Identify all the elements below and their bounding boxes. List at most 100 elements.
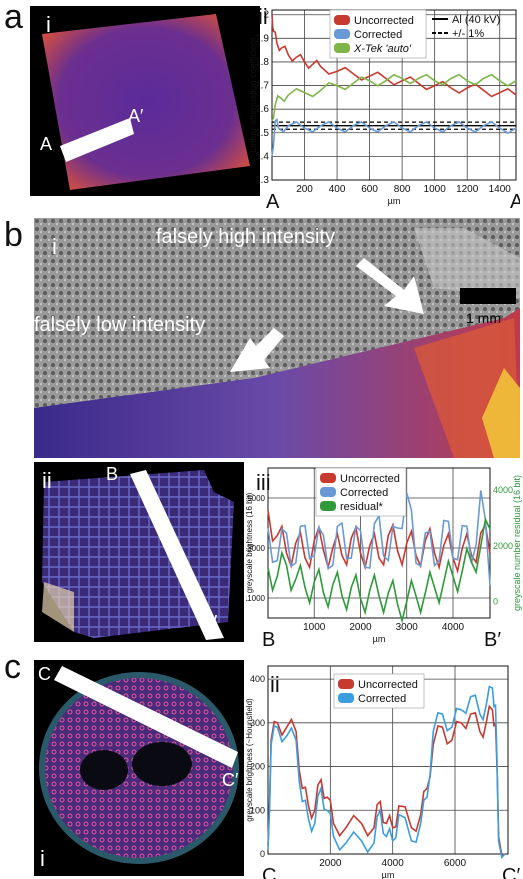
panel-a-ii-label: ii [258,4,268,29]
panel-c-i-label: i [40,846,45,871]
legend-swatch [334,29,350,39]
point-C-label: C [38,664,51,684]
x-tick-label: 1000 [303,622,326,633]
y-tick-label: 400 [250,674,265,684]
legend-label: Uncorrected [354,15,414,27]
y-tick-label: 13000 [246,544,266,553]
bone-ring [39,666,239,864]
panel-b-i-label: i [52,234,57,259]
x-tick-label: 200 [296,184,313,195]
y-axis-label: Linear attenuation coefficient [250,37,258,152]
panel-b-ii-label: ii [42,468,52,493]
panel-b-iii-label: iii [256,470,271,495]
y-tick-label: 1.4 [255,151,269,162]
x-tick-label: 400 [329,184,346,195]
y-axis-label: greyscale brightness (~Hounsfield) [246,698,254,822]
y-tick-label: 11000 [246,594,266,603]
panel-c-i-image: C C′ i [34,660,244,876]
legend-label: residual* [340,501,384,513]
panel-letter-b: b [4,216,23,254]
axis-end-label-right: C′ [502,865,520,879]
axis-end-label-left: C [262,865,276,879]
plot-frame [267,665,509,855]
x-tick-label: 1400 [489,184,512,195]
y-tick-label: 1.8 [255,57,269,68]
x-tick-label: 4000 [382,858,405,869]
legend-label: Corrected [354,29,402,41]
series-line-1 [271,117,517,157]
chart-c-ii: 2000 4000 6000 0 100 200 300 400 µm greyscale bri… [246,665,520,879]
legend-swatch [338,679,354,689]
x-tick-label: 3000 [396,622,419,633]
legend-label: X-Tek 'auto' [353,43,412,55]
x-axis-label: µm [373,634,386,644]
legend-label: Corrected [358,693,406,705]
falsely-high-label: falsely high intensity [156,226,335,248]
scale-bar [460,288,516,304]
x-axis-label: µm [388,196,401,206]
y-tick-label: 100 [250,805,265,815]
legend2-label: Al (40 kV) [452,14,500,26]
x-tick-label: 800 [394,184,411,195]
series-line-2 [267,516,491,624]
point-B-prime-label: B′ [202,612,218,632]
chart-a-ii: 200 400 600 800 1000 1200 1400 1.3 1.4 1.5 1.6 1.7 1… [250,9,520,212]
legend2-label: +/- 1% [452,28,484,40]
point-B-label: B [106,464,119,484]
y2-tick-label: 2000 [493,541,513,551]
y-tick-label: 15000 [246,494,266,503]
x-tick-label: 1000 [424,184,447,195]
y-tick-label: 1.9 [255,33,269,44]
legend-label: Uncorrected [340,473,400,485]
axis-end-label-left: A [266,191,280,212]
y-tick-label: 200 [250,762,265,772]
legend-swatch [320,487,336,497]
falsely-low-label: falsely low intensity [34,314,206,336]
y2-tick-label: 4000 [493,485,513,495]
series-line-1 [267,685,506,860]
panel-b-ii-image: ii B B′ [34,462,244,642]
axis-end-label-right: A′ [510,191,520,212]
x-tick-label: 6000 [444,858,467,869]
series-line-0 [267,704,506,857]
legend-swatch [338,693,354,703]
x-tick-label: 4000 [442,622,465,633]
x-tick-label: 2000 [319,858,342,869]
y-axis-label: greyscale brightness (16 bit) [246,492,254,593]
point-A-label: A [40,134,53,154]
panel-letter-c: c [4,648,21,686]
panel-letter-a: a [4,0,23,36]
axis-end-label-left: B [262,629,275,651]
series-line-2 [271,73,517,122]
panel-a-i-label: i [46,12,51,37]
series-line-0 [271,14,517,98]
legend-swatch [334,15,350,25]
x-tick-label: 600 [361,184,378,195]
legend-swatch [320,501,336,511]
y-tick-label: 300 [250,718,265,728]
x-tick-label: 2000 [349,622,372,633]
y2-tick-label: 0 [493,596,498,606]
legend-label: Corrected [340,487,388,499]
bone-section [42,470,234,640]
chart-b-iii: 1000 2000 3000 4000 11000 13000 15000 0 2000 4000… [246,467,522,651]
rendered-surface [34,218,520,458]
y-tick-label: 2 [263,10,269,21]
y-tick-label: 1.6 [255,104,269,115]
axis-end-label-right: B′ [484,629,501,651]
legend-swatch [334,43,350,53]
legend-swatch [320,473,336,483]
point-C-prime-label: C′ [222,770,239,790]
y-tick-label: 1.5 [255,128,269,139]
y-tick-label: 1.7 [255,81,269,92]
y2-axis-label: greyscale number residual (16 bit) [512,475,522,611]
ct-slice-square [42,14,250,190]
y-tick-label: 0 [260,849,265,859]
legend-label: Uncorrected [358,679,418,691]
panel-a-i-image: i A A′ [30,6,260,196]
x-tick-label: 1200 [456,184,479,195]
y-tick-label: 1.3 [255,175,269,186]
panel-c-ii-label: ii [270,672,280,697]
x-axis-label: µm [382,870,395,879]
scale-bar-label: 1 mm [466,310,501,326]
